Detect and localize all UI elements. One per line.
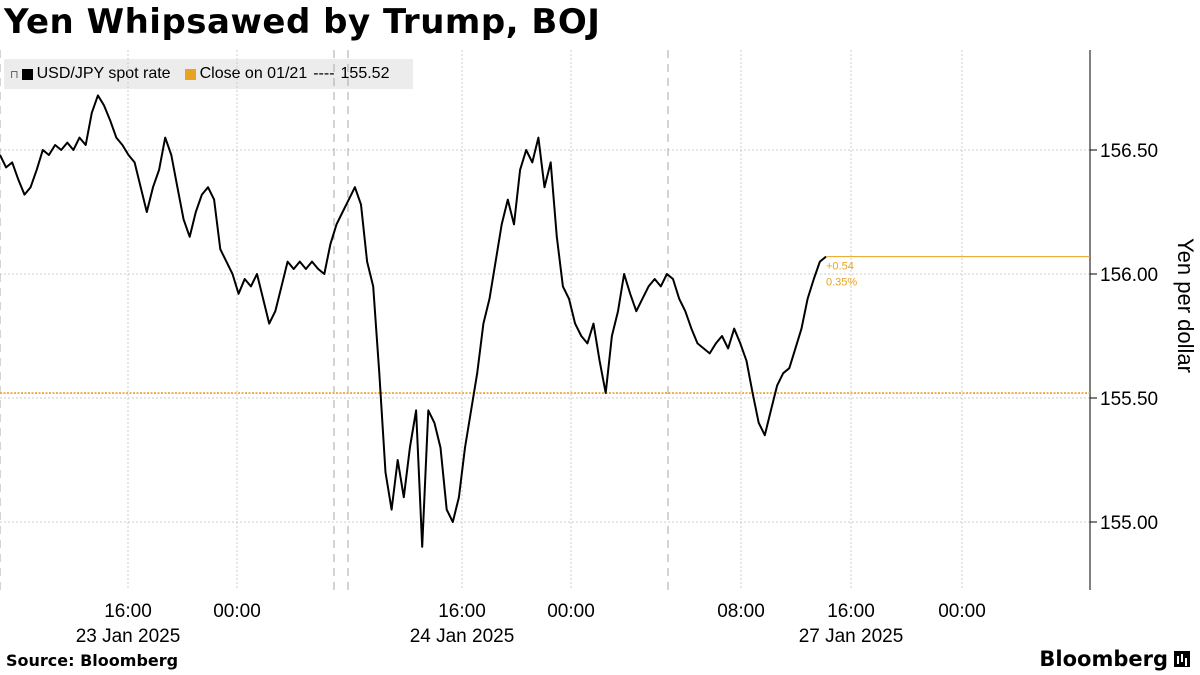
series-line-usdjpy	[0, 94, 827, 548]
legend-close-dashes: ----	[313, 65, 335, 82]
change-annotation: +0.54	[826, 261, 854, 273]
y-tick-label: 156.00	[1100, 265, 1158, 286]
brand-name: Bloomberg	[1039, 647, 1168, 671]
y-tick-label: 155.00	[1100, 513, 1158, 534]
legend-item-close[interactable]: Close on 01/21 ---- 155.52	[184, 65, 390, 83]
x-tick-label: 00:00	[938, 601, 986, 622]
pct-annotation: 0.35%	[826, 277, 857, 289]
chart-title: Yen Whipsawed by Trump, BOJ	[4, 2, 601, 42]
x-tick-label: 16:00	[104, 601, 152, 622]
legend-swatch-close	[184, 68, 196, 80]
legend: ⊓ USD/JPY spot rate Close on 01/21 ---- …	[4, 59, 414, 89]
pin-icon[interactable]: ⊓	[10, 68, 19, 81]
y-axis-title: Yen per dollar	[1173, 238, 1198, 373]
x-tick-label: 08:00	[717, 601, 765, 622]
legend-close-label: Close on 01/21	[199, 65, 308, 82]
x-tick-label: 00:00	[213, 601, 261, 622]
legend-swatch-series	[21, 68, 33, 80]
legend-close-value: 155.52	[340, 65, 390, 82]
x-date-label: 27 Jan 2025	[799, 626, 904, 647]
legend-item-series[interactable]: USD/JPY spot rate	[21, 65, 171, 83]
y-tick-label: 156.50	[1100, 141, 1158, 162]
x-tick-label: 16:00	[438, 601, 486, 622]
brand-logo: Bloomberg	[1039, 647, 1190, 671]
legend-series-label: USD/JPY spot rate	[36, 65, 171, 82]
x-date-label: 24 Jan 2025	[410, 626, 515, 647]
bloomberg-terminal-icon	[1174, 651, 1190, 667]
x-tick-label: 16:00	[827, 601, 875, 622]
source-note: Source: Bloomberg	[6, 651, 179, 670]
x-date-label: 23 Jan 2025	[76, 626, 181, 647]
x-tick-label: 00:00	[547, 601, 595, 622]
y-tick-label: 155.50	[1100, 389, 1158, 410]
